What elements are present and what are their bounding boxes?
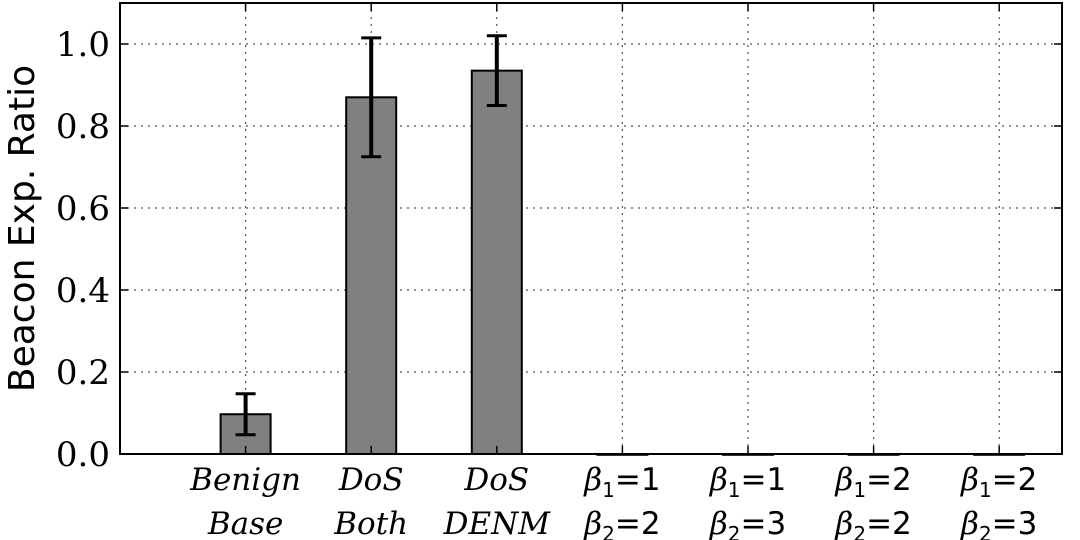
y-tick-label: 0.0 bbox=[56, 435, 110, 475]
x-tick-label: β2=2 bbox=[834, 506, 911, 540]
bar bbox=[470, 69, 523, 456]
x-tick-label: β2=2 bbox=[583, 506, 660, 540]
y-axis-ticks: 0.0 0.2 0.4 0.6 0.8 1.0 bbox=[56, 25, 1062, 475]
grid-layer bbox=[120, 3, 1062, 454]
x-tick-label: DENM bbox=[443, 506, 552, 540]
y-tick-label: 0.8 bbox=[56, 107, 110, 147]
x-tick-label: β1=1 bbox=[709, 462, 786, 502]
x-tick-label: DoS bbox=[338, 462, 404, 498]
plot-frame bbox=[119, 2, 1063, 455]
x-tick-label: Benign bbox=[189, 462, 301, 498]
x-tick-label: β1=2 bbox=[834, 462, 911, 502]
x-tick-label: β2=3 bbox=[960, 506, 1037, 540]
y-tick-label: 0.6 bbox=[56, 189, 110, 229]
x-tick-label: Base bbox=[207, 506, 284, 540]
y-axis-label: Beacon Exp. Ratio bbox=[2, 65, 43, 392]
y-tick-label: 1.0 bbox=[56, 25, 110, 65]
y-tick-label: 0.2 bbox=[56, 353, 110, 393]
error-layer bbox=[235, 34, 507, 437]
x-tick-label: DoS bbox=[463, 462, 529, 498]
x-tick-label: Both bbox=[333, 506, 408, 540]
y-tick-label: 0.4 bbox=[56, 271, 110, 311]
x-axis-ticks: Benign Base DoS Both DoS DENM β1=1 β2=2 β1=1 β2=3… bbox=[189, 3, 1037, 540]
x-tick-label: β1=1 bbox=[583, 462, 660, 502]
x-tick-label: β1=2 bbox=[960, 462, 1037, 502]
x-tick-label: β2=3 bbox=[709, 506, 786, 540]
